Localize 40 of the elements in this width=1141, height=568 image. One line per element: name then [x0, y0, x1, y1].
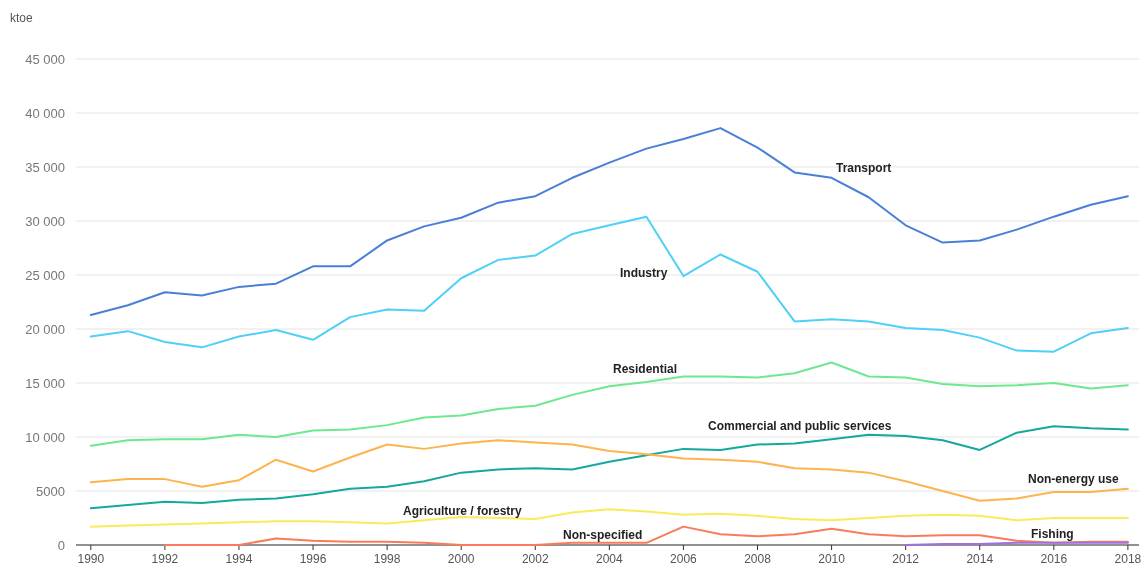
series-label: Fishing	[1031, 527, 1074, 541]
x-tick-label: 1994	[225, 552, 253, 566]
series-label: Agriculture / forestry	[403, 504, 523, 518]
x-tick-label: 2018	[1114, 552, 1141, 566]
x-tick-label: 2004	[596, 552, 624, 566]
x-tick-label: 2002	[521, 552, 549, 566]
line-series	[89, 215, 1129, 353]
x-tick-label: 2012	[892, 552, 920, 566]
y-tick-label: 10 000	[25, 429, 65, 445]
x-tick-label: 2006	[670, 552, 698, 566]
x-tick-label: 2008	[744, 552, 772, 566]
line-series	[89, 508, 1129, 528]
series-label: Non-specified	[563, 528, 643, 542]
x-tick-label: 2000	[447, 552, 475, 566]
series-label: Residential	[613, 362, 678, 376]
series-label: Transport	[836, 161, 892, 175]
line-series	[89, 439, 1129, 502]
x-tick-label: 1990	[77, 552, 105, 566]
x-tick-label: 1996	[299, 552, 327, 566]
x-tick-label: 2016	[1040, 552, 1068, 566]
x-tick-label: 2014	[966, 552, 994, 566]
x-tick-label: 1998	[373, 552, 401, 566]
line-series	[163, 525, 1129, 546]
series-label: Commercial and public services	[708, 419, 892, 433]
y-tick-label: 15 000	[25, 375, 65, 391]
y-tick-label: 0	[57, 537, 65, 553]
y-tick-label: 20 000	[25, 321, 65, 337]
line-series	[89, 361, 1129, 447]
y-axis-title: ktoe	[10, 11, 34, 25]
y-tick-label: 45 000	[25, 51, 65, 67]
line-series	[89, 127, 1129, 316]
y-tick-label: 25 000	[25, 267, 65, 283]
x-tick-label: 1992	[151, 552, 179, 566]
y-tick-label: 35 000	[25, 159, 65, 175]
y-tick-label: 5000	[36, 483, 65, 499]
y-tick-label: 30 000	[25, 213, 65, 229]
x-tick-label: 2010	[818, 552, 846, 566]
series-label: Industry	[620, 266, 668, 280]
y-tick-label: 40 000	[25, 105, 65, 121]
series-label: Non-energy use	[1028, 472, 1120, 486]
